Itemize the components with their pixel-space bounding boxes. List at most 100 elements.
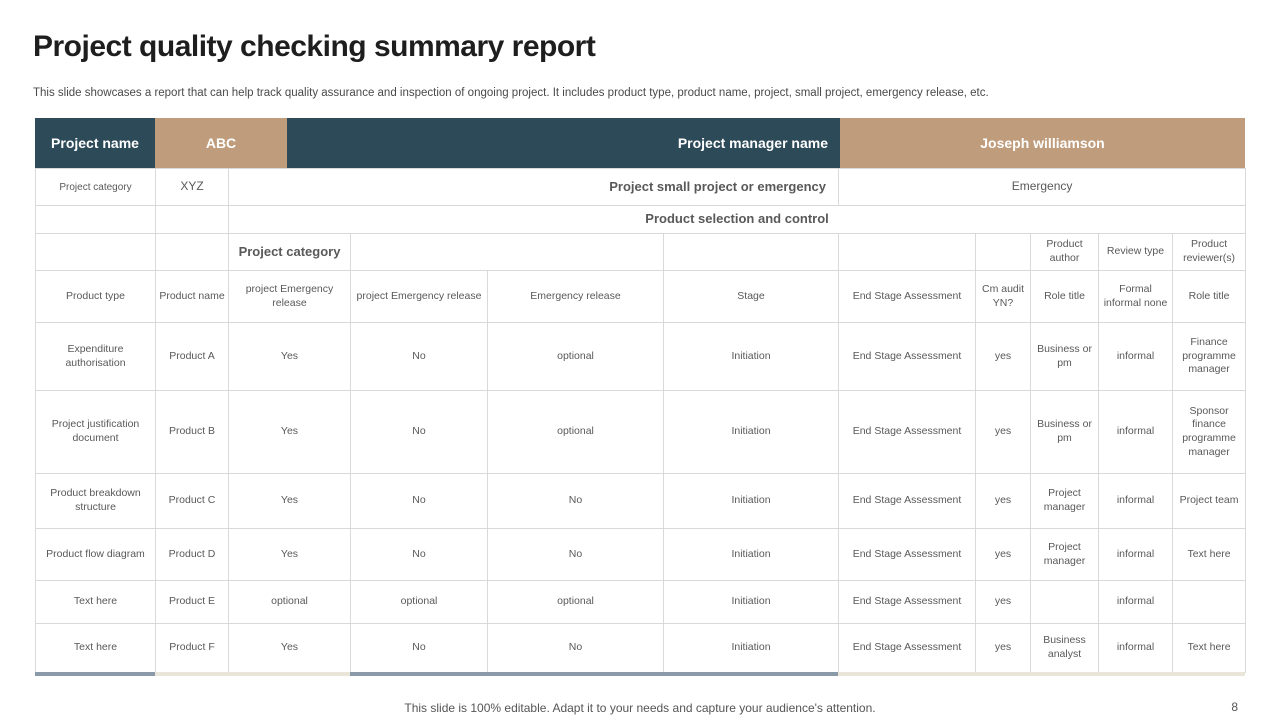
table-cell: Business or pm — [1030, 390, 1100, 474]
table-cell — [155, 233, 229, 271]
table-bottom-accent-bar — [35, 672, 1245, 676]
table-cell: project Emergency release — [350, 270, 488, 323]
table-cell: Project justification document — [35, 390, 156, 474]
table-cell — [35, 205, 156, 234]
table-cell: End Stage Assessment — [838, 580, 977, 624]
table-cell: End Stage Assessment — [838, 473, 977, 529]
table-cell — [1030, 580, 1100, 624]
banner-cell: Project name — [35, 118, 155, 168]
slide-subtitle: This slide showcases a report that can h… — [33, 87, 989, 99]
table-cell: Product type — [35, 270, 156, 323]
table-cell: Product A — [155, 322, 229, 391]
table-cell: Project small project or emergency — [227, 168, 840, 206]
table-cell: Initiation — [662, 528, 840, 581]
accent-bar-segment — [838, 672, 1245, 676]
table-cell: Business or pm — [1030, 322, 1100, 391]
table-cell: project Emergency release — [228, 270, 351, 323]
table-cell: End Stage Assessment — [838, 528, 977, 581]
table-cell: Business analyst — [1030, 623, 1100, 673]
page-number: 8 — [1231, 700, 1238, 714]
table-cell: Emergency — [838, 168, 1247, 206]
table-cell: Expenditure authorisation — [35, 322, 156, 391]
table-cell: Product C — [155, 473, 229, 529]
table-cell: Project category — [228, 233, 351, 271]
table-row: Product flow diagram Product D Yes No No Init… — [35, 528, 1247, 581]
table-cell: No — [350, 473, 488, 529]
table-cell: Role title — [1172, 270, 1247, 323]
table-cell — [155, 205, 229, 234]
table-cell — [975, 233, 1032, 271]
table-cell: Product B — [155, 390, 229, 474]
table-cell: End Stage Assessment — [838, 322, 977, 391]
table-row: Project category XYZ Project small project… — [35, 168, 1247, 206]
table-cell — [838, 233, 977, 271]
table-cell: End Stage Assessment — [838, 623, 977, 673]
table-cell: Emergency release — [487, 270, 664, 323]
banner-cell: Project manager name — [287, 118, 840, 168]
table-cell: Initiation — [662, 322, 840, 391]
table-cell: Initiation — [662, 473, 840, 529]
table-cell: Product selection and control — [227, 205, 1247, 234]
table-cell: Cm audit YN? — [975, 270, 1032, 323]
accent-bar-segment — [155, 672, 350, 676]
table-cell: Finance programme manager — [1172, 322, 1247, 391]
table-cell: Initiation — [662, 623, 840, 673]
table-cell: No — [350, 322, 488, 391]
report-table: Project category XYZ Project small project… — [35, 168, 1247, 673]
table-cell — [1172, 580, 1247, 624]
table-cell: informal — [1098, 580, 1174, 624]
table-cell: informal — [1098, 623, 1174, 673]
table-row: Product selection and control — [35, 205, 1247, 234]
table-cell: No — [350, 528, 488, 581]
table-cell: Role title — [1030, 270, 1100, 323]
table-row: Expenditure authorisation Product A Yes No o… — [35, 322, 1247, 391]
table-cell: Product reviewer(s) — [1172, 233, 1247, 271]
table-cell: Project category — [35, 168, 156, 206]
accent-bar-segment — [350, 672, 838, 676]
table-cell — [350, 233, 664, 271]
table-cell: yes — [975, 473, 1032, 529]
table-cell: Review type — [1098, 233, 1174, 271]
table-cell: yes — [975, 528, 1032, 581]
table-cell: yes — [975, 580, 1032, 624]
table-row: Product breakdown structure Product C Yes N… — [35, 473, 1247, 529]
table-cell: Yes — [228, 623, 351, 673]
table-row: Text here Product F Yes No No Initiation End S… — [35, 623, 1247, 673]
table-cell: optional — [228, 580, 351, 624]
table-cell: No — [350, 390, 488, 474]
table-cell: Text here — [1172, 528, 1247, 581]
table-cell: Text here — [1172, 623, 1247, 673]
table-cell: Product F — [155, 623, 229, 673]
table-cell: Project manager — [1030, 528, 1100, 581]
table-cell: Sponsor finance programme manager — [1172, 390, 1247, 474]
table-cell: informal — [1098, 473, 1174, 529]
table-cell: Initiation — [662, 580, 840, 624]
report-table-body: Project category XYZ Project small project… — [35, 168, 1247, 673]
table-cell: yes — [975, 623, 1032, 673]
table-cell: informal — [1098, 322, 1174, 391]
table-cell: No — [487, 528, 664, 581]
table-cell — [662, 233, 840, 271]
table-cell: optional — [487, 390, 664, 474]
table-cell: Product E — [155, 580, 229, 624]
table-cell: Text here — [35, 623, 156, 673]
table-cell: Project team — [1172, 473, 1247, 529]
table-cell: Product flow diagram — [35, 528, 156, 581]
table-cell: optional — [487, 322, 664, 391]
table-cell: Initiation — [662, 390, 840, 474]
table-cell: Yes — [228, 322, 351, 391]
table-cell: yes — [975, 390, 1032, 474]
table-cell: Project manager — [1030, 473, 1100, 529]
table-cell: XYZ — [155, 168, 229, 206]
table-cell: optional — [350, 580, 488, 624]
table-cell: No — [350, 623, 488, 673]
table-cell: optional — [487, 580, 664, 624]
page-title: Project quality checking summary report — [33, 30, 596, 63]
table-cell: Product D — [155, 528, 229, 581]
table-cell: informal — [1098, 528, 1174, 581]
table-cell: End Stage Assessment — [838, 270, 977, 323]
table-cell: No — [487, 473, 664, 529]
